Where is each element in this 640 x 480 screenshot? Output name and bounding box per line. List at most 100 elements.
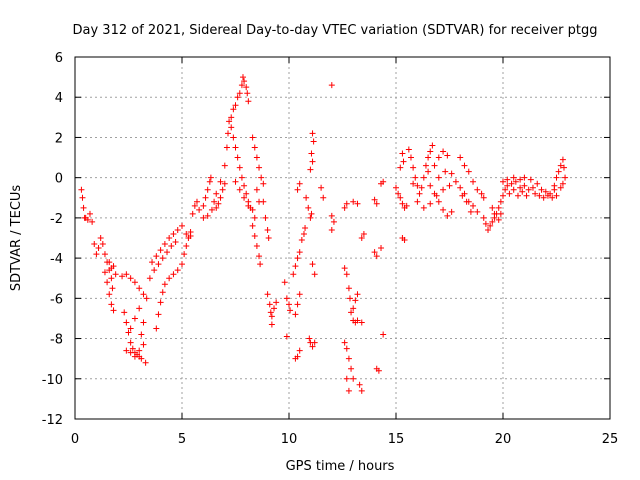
data-point bbox=[307, 166, 314, 173]
data-point bbox=[168, 243, 175, 250]
data-point bbox=[109, 285, 116, 292]
data-point bbox=[422, 162, 429, 169]
data-point bbox=[303, 194, 310, 201]
data-point bbox=[243, 190, 250, 197]
data-point bbox=[557, 184, 564, 191]
data-point bbox=[504, 182, 511, 189]
data-point bbox=[170, 271, 177, 278]
data-point bbox=[504, 176, 511, 183]
data-point bbox=[307, 214, 314, 221]
data-point bbox=[553, 174, 560, 181]
data-point bbox=[328, 226, 335, 233]
data-point bbox=[265, 235, 272, 241]
y-tick-label: 6 bbox=[55, 51, 63, 66]
data-point bbox=[510, 174, 517, 181]
data-point bbox=[482, 220, 489, 227]
data-point bbox=[529, 184, 536, 191]
data-point bbox=[241, 182, 248, 189]
data-point bbox=[174, 226, 181, 233]
data-point bbox=[311, 339, 318, 346]
data-point bbox=[308, 150, 315, 157]
data-point bbox=[330, 218, 337, 225]
data-point bbox=[159, 289, 166, 296]
data-point bbox=[264, 291, 271, 298]
data-point bbox=[465, 168, 472, 175]
data-point bbox=[292, 311, 299, 318]
data-point bbox=[497, 198, 504, 205]
data-point bbox=[287, 307, 294, 314]
data-point bbox=[256, 253, 263, 260]
data-point bbox=[412, 174, 419, 181]
data-point bbox=[221, 162, 228, 169]
data-point bbox=[448, 170, 455, 177]
data-point bbox=[86, 210, 93, 217]
data-point bbox=[514, 192, 521, 199]
data-point bbox=[241, 194, 248, 201]
data-point bbox=[228, 124, 235, 131]
data-point bbox=[296, 347, 303, 354]
data-point bbox=[179, 222, 185, 229]
data-point bbox=[166, 235, 173, 241]
data-point bbox=[239, 74, 246, 81]
data-point bbox=[431, 190, 438, 197]
data-point bbox=[79, 194, 86, 201]
data-point bbox=[380, 178, 387, 185]
data-point bbox=[397, 164, 404, 171]
y-axis-label: SDTVAR / TECUs bbox=[9, 185, 24, 292]
data-point bbox=[136, 347, 143, 354]
data-point bbox=[146, 275, 153, 282]
data-point bbox=[251, 144, 258, 151]
data-point bbox=[207, 174, 214, 181]
data-point bbox=[228, 114, 235, 121]
data-point bbox=[553, 192, 560, 199]
data-point bbox=[136, 305, 143, 312]
data-point bbox=[358, 235, 365, 241]
data-point bbox=[557, 162, 564, 169]
data-point bbox=[354, 200, 361, 207]
data-point bbox=[153, 325, 160, 332]
y-tick-label: 2 bbox=[55, 131, 63, 146]
data-point bbox=[95, 245, 102, 252]
data-point bbox=[181, 251, 188, 258]
data-point bbox=[427, 200, 434, 207]
data-point bbox=[523, 192, 530, 199]
data-point bbox=[131, 279, 138, 286]
data-point bbox=[123, 271, 130, 278]
data-point bbox=[485, 226, 492, 233]
data-point bbox=[410, 164, 417, 171]
data-point bbox=[290, 271, 297, 278]
data-point bbox=[341, 204, 348, 211]
x-tick-label: 10 bbox=[281, 432, 298, 447]
data-point bbox=[345, 285, 352, 292]
data-point bbox=[281, 279, 288, 286]
data-point bbox=[238, 174, 245, 181]
x-axis-label: GPS time / hours bbox=[286, 459, 395, 474]
data-point bbox=[495, 216, 502, 223]
data-point bbox=[225, 130, 232, 137]
data-point bbox=[420, 204, 427, 211]
data-point bbox=[273, 299, 280, 306]
data-point bbox=[500, 178, 506, 185]
data-point bbox=[183, 243, 190, 250]
data-point bbox=[440, 206, 447, 213]
data-point bbox=[249, 222, 256, 229]
data-point bbox=[101, 251, 108, 258]
x-tick-label: 15 bbox=[388, 432, 405, 447]
data-point bbox=[153, 253, 160, 260]
data-point bbox=[238, 82, 245, 89]
data-point bbox=[519, 188, 526, 195]
x-tick-label: 25 bbox=[602, 432, 619, 447]
data-point bbox=[230, 106, 237, 113]
data-point bbox=[143, 295, 150, 302]
data-point bbox=[142, 359, 149, 366]
data-point bbox=[234, 154, 241, 161]
data-point bbox=[309, 261, 316, 268]
data-point bbox=[309, 130, 316, 137]
data-point bbox=[166, 275, 173, 282]
data-point bbox=[232, 178, 239, 185]
data-point bbox=[251, 214, 258, 221]
data-point bbox=[551, 182, 558, 189]
data-point bbox=[140, 341, 147, 348]
data-point bbox=[446, 182, 453, 189]
data-point bbox=[125, 329, 132, 336]
